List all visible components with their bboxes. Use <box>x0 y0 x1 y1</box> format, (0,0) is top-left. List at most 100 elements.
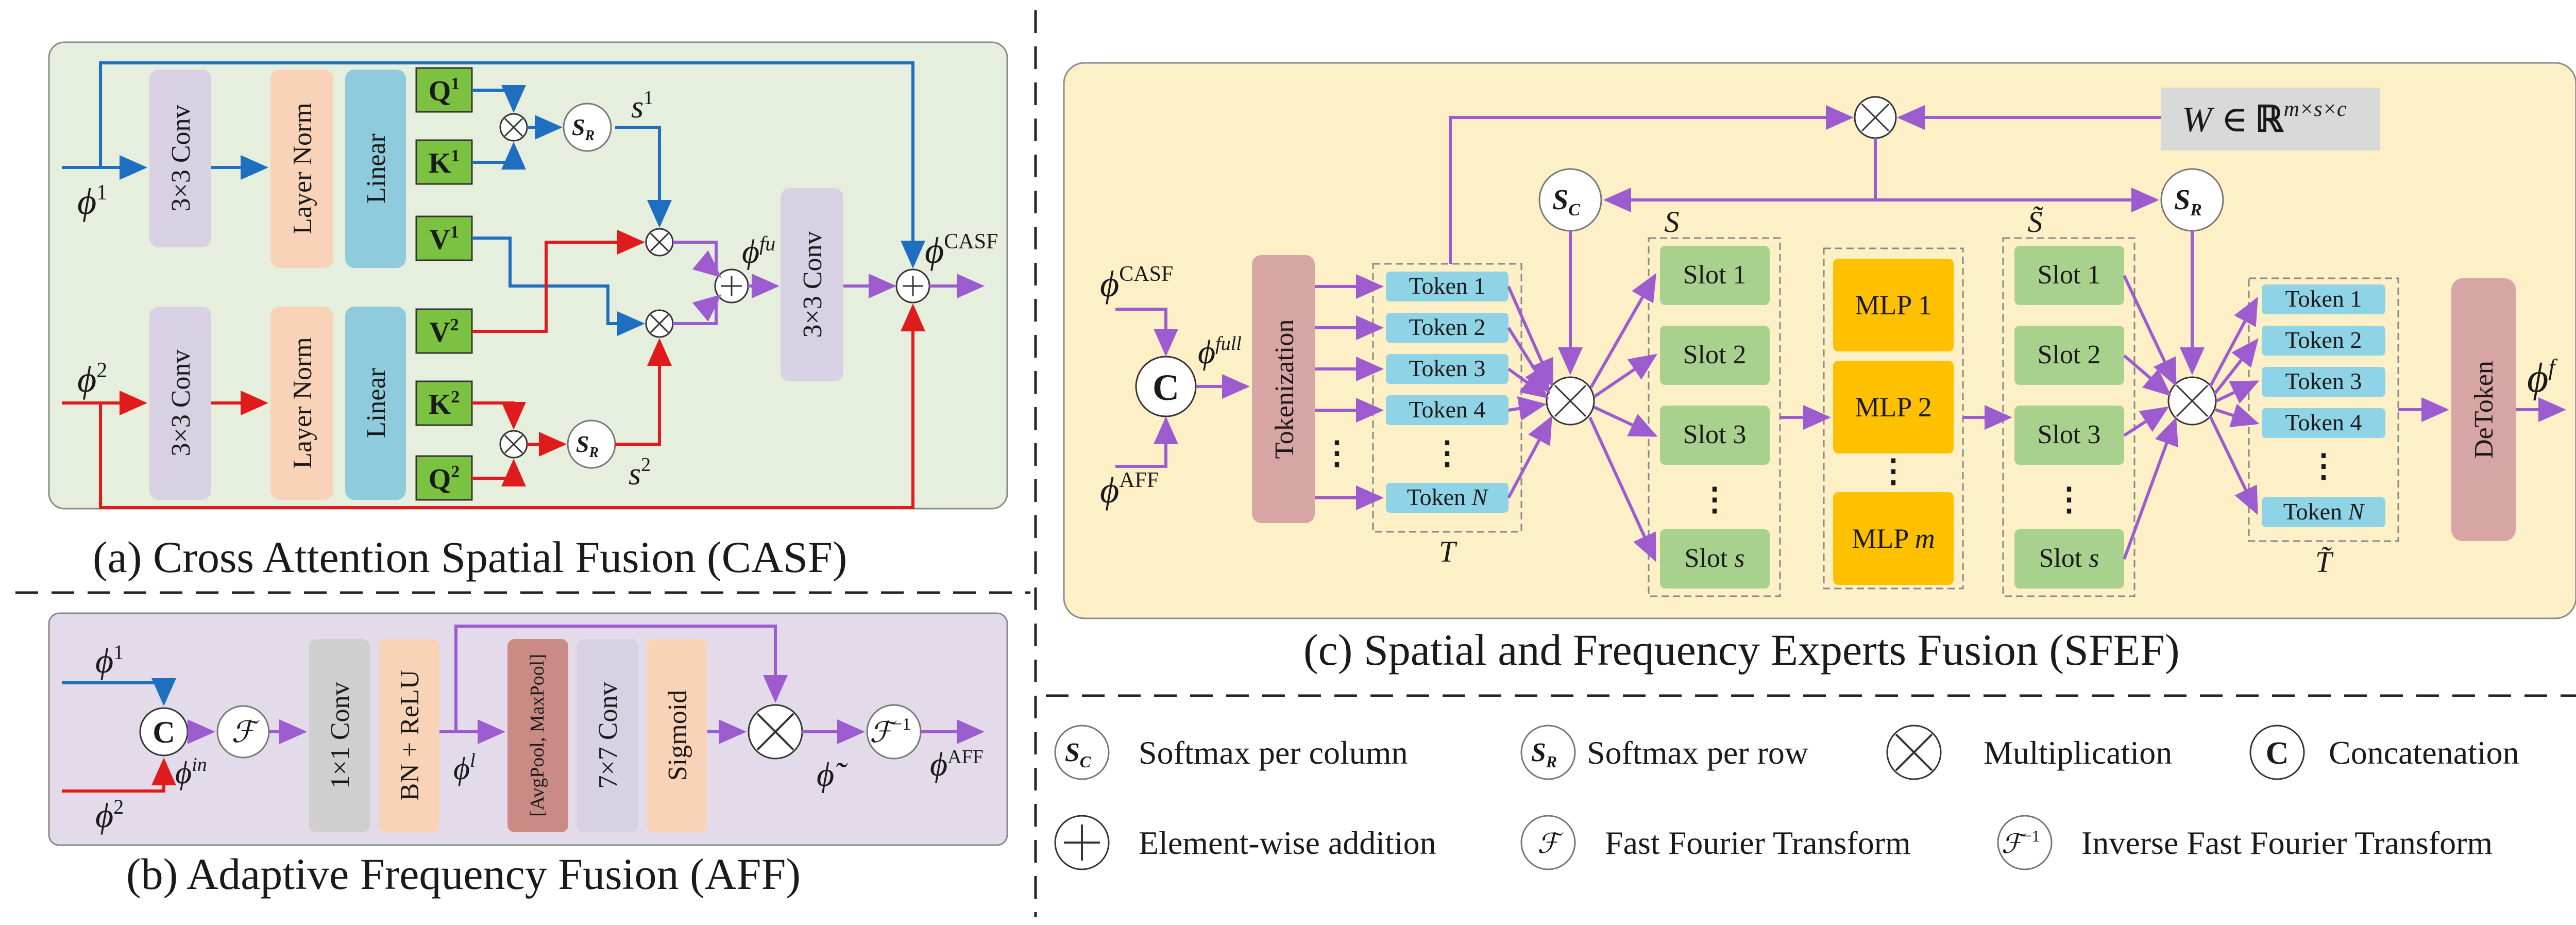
sfef-tokenization-label: Tokenization <box>1270 319 1299 459</box>
svg-text:K2: K2 <box>429 388 460 421</box>
casf-conv-out <box>781 188 843 381</box>
svg-text:ℱ−1: ℱ−1 <box>870 715 911 749</box>
svg-text:C: C <box>152 715 175 749</box>
sfef-token-out-2: Token 2 <box>2262 326 2385 356</box>
legend-mult-icon <box>1886 725 1942 780</box>
sfef-slot-3: Slot 3 <box>1660 406 1770 465</box>
sfef-input-ellipsis: ⋮ <box>1321 436 1353 471</box>
legend-add-text: Element-wise addition <box>1139 825 1436 861</box>
svg-text:Slot 3: Slot 3 <box>2038 420 2101 449</box>
casf-norm-top-label: Layer Norm <box>288 103 317 234</box>
sfef-slot-2: Slot 2 <box>1660 326 1770 385</box>
sfef-token-1: Token 1 <box>1386 272 1509 301</box>
casf-sr-top: SR <box>563 103 612 152</box>
sfef-weight-label: W ∈ ℝm×s×c <box>2182 97 2347 140</box>
sfef-mlp-1: MLP 1 <box>1833 259 1954 351</box>
casf-output-label: ϕCASF <box>925 230 998 271</box>
aff-input1-label: ϕ1 <box>95 641 124 680</box>
sfef-token-2: Token 2 <box>1386 313 1509 343</box>
sfef-mult-top <box>1854 96 1897 139</box>
aff-purple-arrows <box>188 625 985 744</box>
svg-text:Slot s: Slot s <box>1684 544 1744 573</box>
aff-input2-label: ϕ2 <box>95 795 124 835</box>
aff-caption: (b) Adaptive Frequency Fusion (AFF) <box>126 849 801 899</box>
casf-s1-label: s1 <box>631 87 653 125</box>
casf-k2-box: K2 <box>415 380 473 426</box>
casf-panel: 3×3 Conv 3×3 Conv Layer Norm Layer Norm … <box>48 41 1008 582</box>
aff-output-label: ϕAFF <box>930 746 984 783</box>
sfef-slot-s: Slot s <box>1660 529 1770 588</box>
casf-conv-bottom <box>149 307 211 500</box>
sfef-output-label: ϕf <box>2527 354 2558 401</box>
svg-text:Token 2: Token 2 <box>2285 327 2362 353</box>
aff-phi-in-label: ϕin <box>175 754 207 791</box>
casf-caption: (a) Cross Attention Spatial Fusion (CASF… <box>93 532 847 582</box>
sfef-sr-node: SR <box>2160 168 2224 232</box>
aff-conv1x1 <box>309 639 370 832</box>
casf-q1-box: Q1 <box>415 67 473 113</box>
sfef-panel: W ∈ ℝm×s×c C ϕCASF ϕAFF ϕfull Tokenization… <box>1063 62 2576 675</box>
aff-conv7x7 <box>577 639 638 832</box>
casf-norm-bottom <box>270 307 333 500</box>
legend-sc-text: Softmax per column <box>1139 734 1408 771</box>
sfef-phi-full-label: ϕfull <box>1198 333 1242 371</box>
legend-ifft-icon: ℱ−1 <box>1997 815 2053 870</box>
svg-text:Slot 2: Slot 2 <box>1683 340 1747 369</box>
svg-text:Token 4: Token 4 <box>2285 409 2362 435</box>
sfef-slot-out-1: Slot 1 <box>2014 246 2124 305</box>
svg-text:Token 2: Token 2 <box>1409 314 1486 340</box>
svg-text:V1: V1 <box>429 223 459 256</box>
sfef-slot-out-3: Slot 3 <box>2014 406 2124 465</box>
aff-phi-l-label: ϕl <box>453 750 476 786</box>
svg-text:MLP m: MLP m <box>1852 523 1935 554</box>
sfef-mlp-m: MLP m <box>1833 492 1954 585</box>
casf-mult-v1 <box>645 309 674 338</box>
casf-sr-bottom: SR <box>567 419 616 469</box>
casf-linear-bottom-label: Linear <box>362 368 391 438</box>
sfef-token-out-1: Token 1 <box>2262 284 2385 314</box>
casf-mult-qk1 <box>499 113 528 142</box>
sfef-s-tilde-label: S̃ <box>2028 205 2044 239</box>
aff-concat-node: C <box>139 707 189 756</box>
casf-v2-box: V2 <box>415 308 473 354</box>
sfef-slot-1: Slot 1 <box>1660 246 1770 305</box>
sfef-caption: (c) Spatial and Frequency Experts Fusion… <box>1303 625 2180 675</box>
legend-sc-icon: SC <box>1054 725 1110 780</box>
svg-text:Token N: Token N <box>1407 484 1489 510</box>
svg-text:SC: SC <box>1552 184 1580 220</box>
aff-blue-arrows <box>62 678 176 706</box>
casf-mult-qk2 <box>499 430 528 459</box>
svg-text:ℱ−1: ℱ−1 <box>2002 827 2040 859</box>
casf-conv-top-label: 3×3 Conv <box>166 105 196 211</box>
aff-mult-node <box>748 704 803 760</box>
sfef-slot-ellipsis: ⋮ <box>1699 482 1731 517</box>
casf-q2-box: Q2 <box>415 455 473 501</box>
sfef-token-3: Token 3 <box>1386 354 1509 384</box>
aff-conv7x7-label: 7×7 Conv <box>594 682 623 788</box>
sfef-arrows <box>1115 105 2566 562</box>
casf-red-arrows <box>62 230 925 509</box>
sfef-t-label: T <box>1439 535 1458 568</box>
sfef-mult-combine <box>2167 376 2217 426</box>
svg-text:Q1: Q1 <box>429 74 460 107</box>
sfef-token-out-4: Token 4 <box>2262 408 2385 438</box>
svg-text:V2: V2 <box>429 315 459 348</box>
sfef-s-label: S <box>1665 205 1680 239</box>
sfef-token-out-ellipsis: ⋮ <box>2308 449 2340 484</box>
svg-text:SR: SR <box>572 114 595 144</box>
sfef-slot-out-ellipsis: ⋮ <box>2053 482 2085 517</box>
aff-bn-relu <box>379 639 439 832</box>
sfef-mult-dispatch <box>1546 376 1595 426</box>
aff-ifft-node: ℱ−1 <box>866 704 922 760</box>
svg-text:Slot 3: Slot 3 <box>1683 420 1747 449</box>
casf-conv-bottom-label: 3×3 Conv <box>166 349 196 456</box>
legend: SC Softmax per column SR Softmax per row… <box>1054 725 2519 870</box>
svg-text:Slot 2: Slot 2 <box>2038 340 2101 369</box>
sfef-slot-out-2: Slot 2 <box>2014 326 2124 385</box>
sfef-slot-out-s: Slot s <box>2014 529 2124 588</box>
legend-mult-text: Multiplication <box>1984 734 2172 771</box>
sfef-detoken-label: DeToken <box>2469 361 2499 459</box>
svg-text:SR: SR <box>2174 184 2202 220</box>
svg-text:SC: SC <box>1065 738 1091 771</box>
